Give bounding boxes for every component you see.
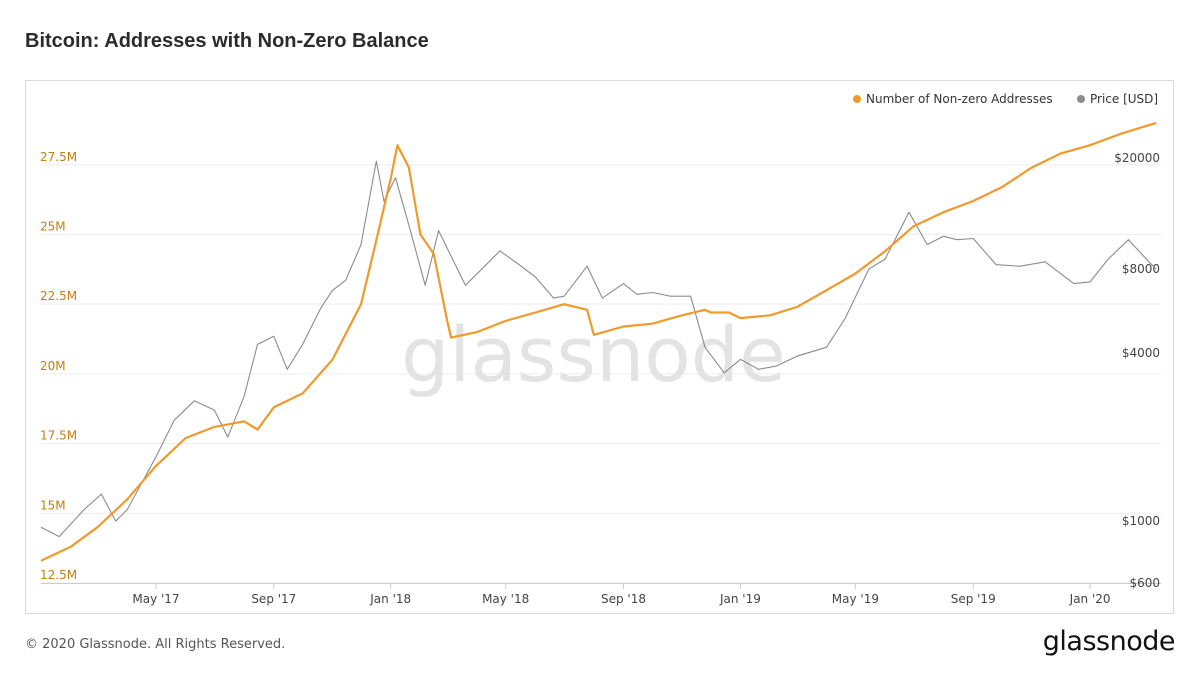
chart-title: Bitcoin: Addresses with Non-Zero Balance <box>25 30 429 52</box>
legend-label-addresses: Number of Non-zero Addresses <box>866 92 1053 106</box>
y-left-tick-label: 27.5M <box>40 150 77 164</box>
glassnode-logo: glassnode <box>1042 626 1176 657</box>
legend-label-price: Price [USD] <box>1090 92 1158 106</box>
y-left-tick-label: 20M <box>40 359 66 373</box>
x-tick-label: May '19 <box>832 592 879 606</box>
y-left-tick-label: 25M <box>40 219 66 233</box>
watermark: glassnode <box>401 310 786 399</box>
y-right-tick-label: $20000 <box>1114 151 1160 165</box>
y-right-tick-label: $600 <box>1129 576 1160 590</box>
y-right-tick-label: $4000 <box>1122 346 1160 360</box>
x-tick-label: Jan '20 <box>1069 592 1111 606</box>
y-left-tick-label: 12.5M <box>40 568 77 582</box>
copyright-text: © 2020 Glassnode. All Rights Reserved. <box>25 637 286 652</box>
x-tick-label: Sep '19 <box>951 592 996 606</box>
series-lines <box>40 121 1157 562</box>
series-line-price <box>40 160 1157 538</box>
chart-plot: glassnode May '17 Sep '17 Jan '18 May '18 Se… <box>40 92 1161 606</box>
chart-frame: glassnode May '17 Sep '17 Jan '18 May '18 Se… <box>25 80 1174 614</box>
grid-lines <box>41 164 1161 584</box>
x-tick-label: Jan '19 <box>719 592 761 606</box>
y-left-tick-label: 15M <box>40 498 66 512</box>
y-axis-left: 12.5M 15M 17.5M 20M 22.5M 25M 27.5M <box>40 150 77 582</box>
y-right-tick-label: $8000 <box>1122 262 1160 276</box>
legend-marker-addresses <box>853 95 861 103</box>
x-tick-label: Sep '17 <box>251 592 296 606</box>
x-tick-label: Sep '18 <box>601 592 646 606</box>
y-right-tick-label: $1000 <box>1122 514 1160 528</box>
y-axis-right: $600 $1000 $4000 $8000 $20000 <box>1114 151 1160 590</box>
y-left-tick-label: 17.5M <box>40 429 77 443</box>
legend-marker-price <box>1077 95 1085 103</box>
x-tick-label: Jan '18 <box>369 592 411 606</box>
x-tick-label: May '17 <box>132 592 179 606</box>
series-line-addresses <box>40 121 1157 562</box>
legend: Number of Non-zero Addresses Price [USD] <box>853 92 1158 106</box>
x-axis: May '17 Sep '17 Jan '18 May '18 Sep '18 Jan '… <box>41 583 1161 606</box>
y-left-tick-label: 22.5M <box>40 289 77 303</box>
x-tick-label: May '18 <box>482 592 529 606</box>
